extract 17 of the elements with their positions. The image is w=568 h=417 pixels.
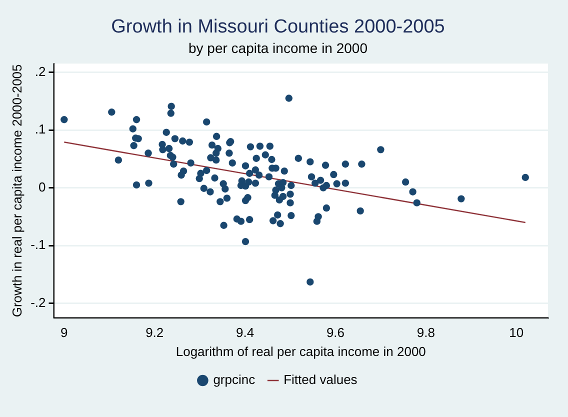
y-tick-label: .1	[34, 122, 46, 137]
y-axis-title: Growth in real per capita income 2000-2005	[9, 64, 24, 318]
y-tick-label: -.1	[30, 237, 46, 252]
x-axis-title: Logarithm of real per capita income in 2000	[176, 344, 426, 359]
x-tick-label: 9.8	[416, 325, 435, 340]
x-tick-label: 9.6	[326, 325, 345, 340]
x-tick-label: 10	[509, 325, 524, 340]
legend-label: Fitted values	[284, 372, 358, 388]
legend-label: grpcinc	[213, 372, 256, 388]
chart-subtitle: by per capita income in 2000	[188, 40, 368, 56]
y-tick-label: 0	[38, 179, 46, 194]
x-tick-label: 9	[60, 325, 68, 340]
x-tick-label: 9.2	[146, 325, 164, 340]
y-tick-label: .2	[34, 64, 46, 79]
chart-title: Growth in Missouri Counties 2000-2005	[111, 16, 445, 38]
y-tick-label: -.2	[30, 294, 46, 310]
x-tick-label: 9.4	[236, 325, 254, 340]
